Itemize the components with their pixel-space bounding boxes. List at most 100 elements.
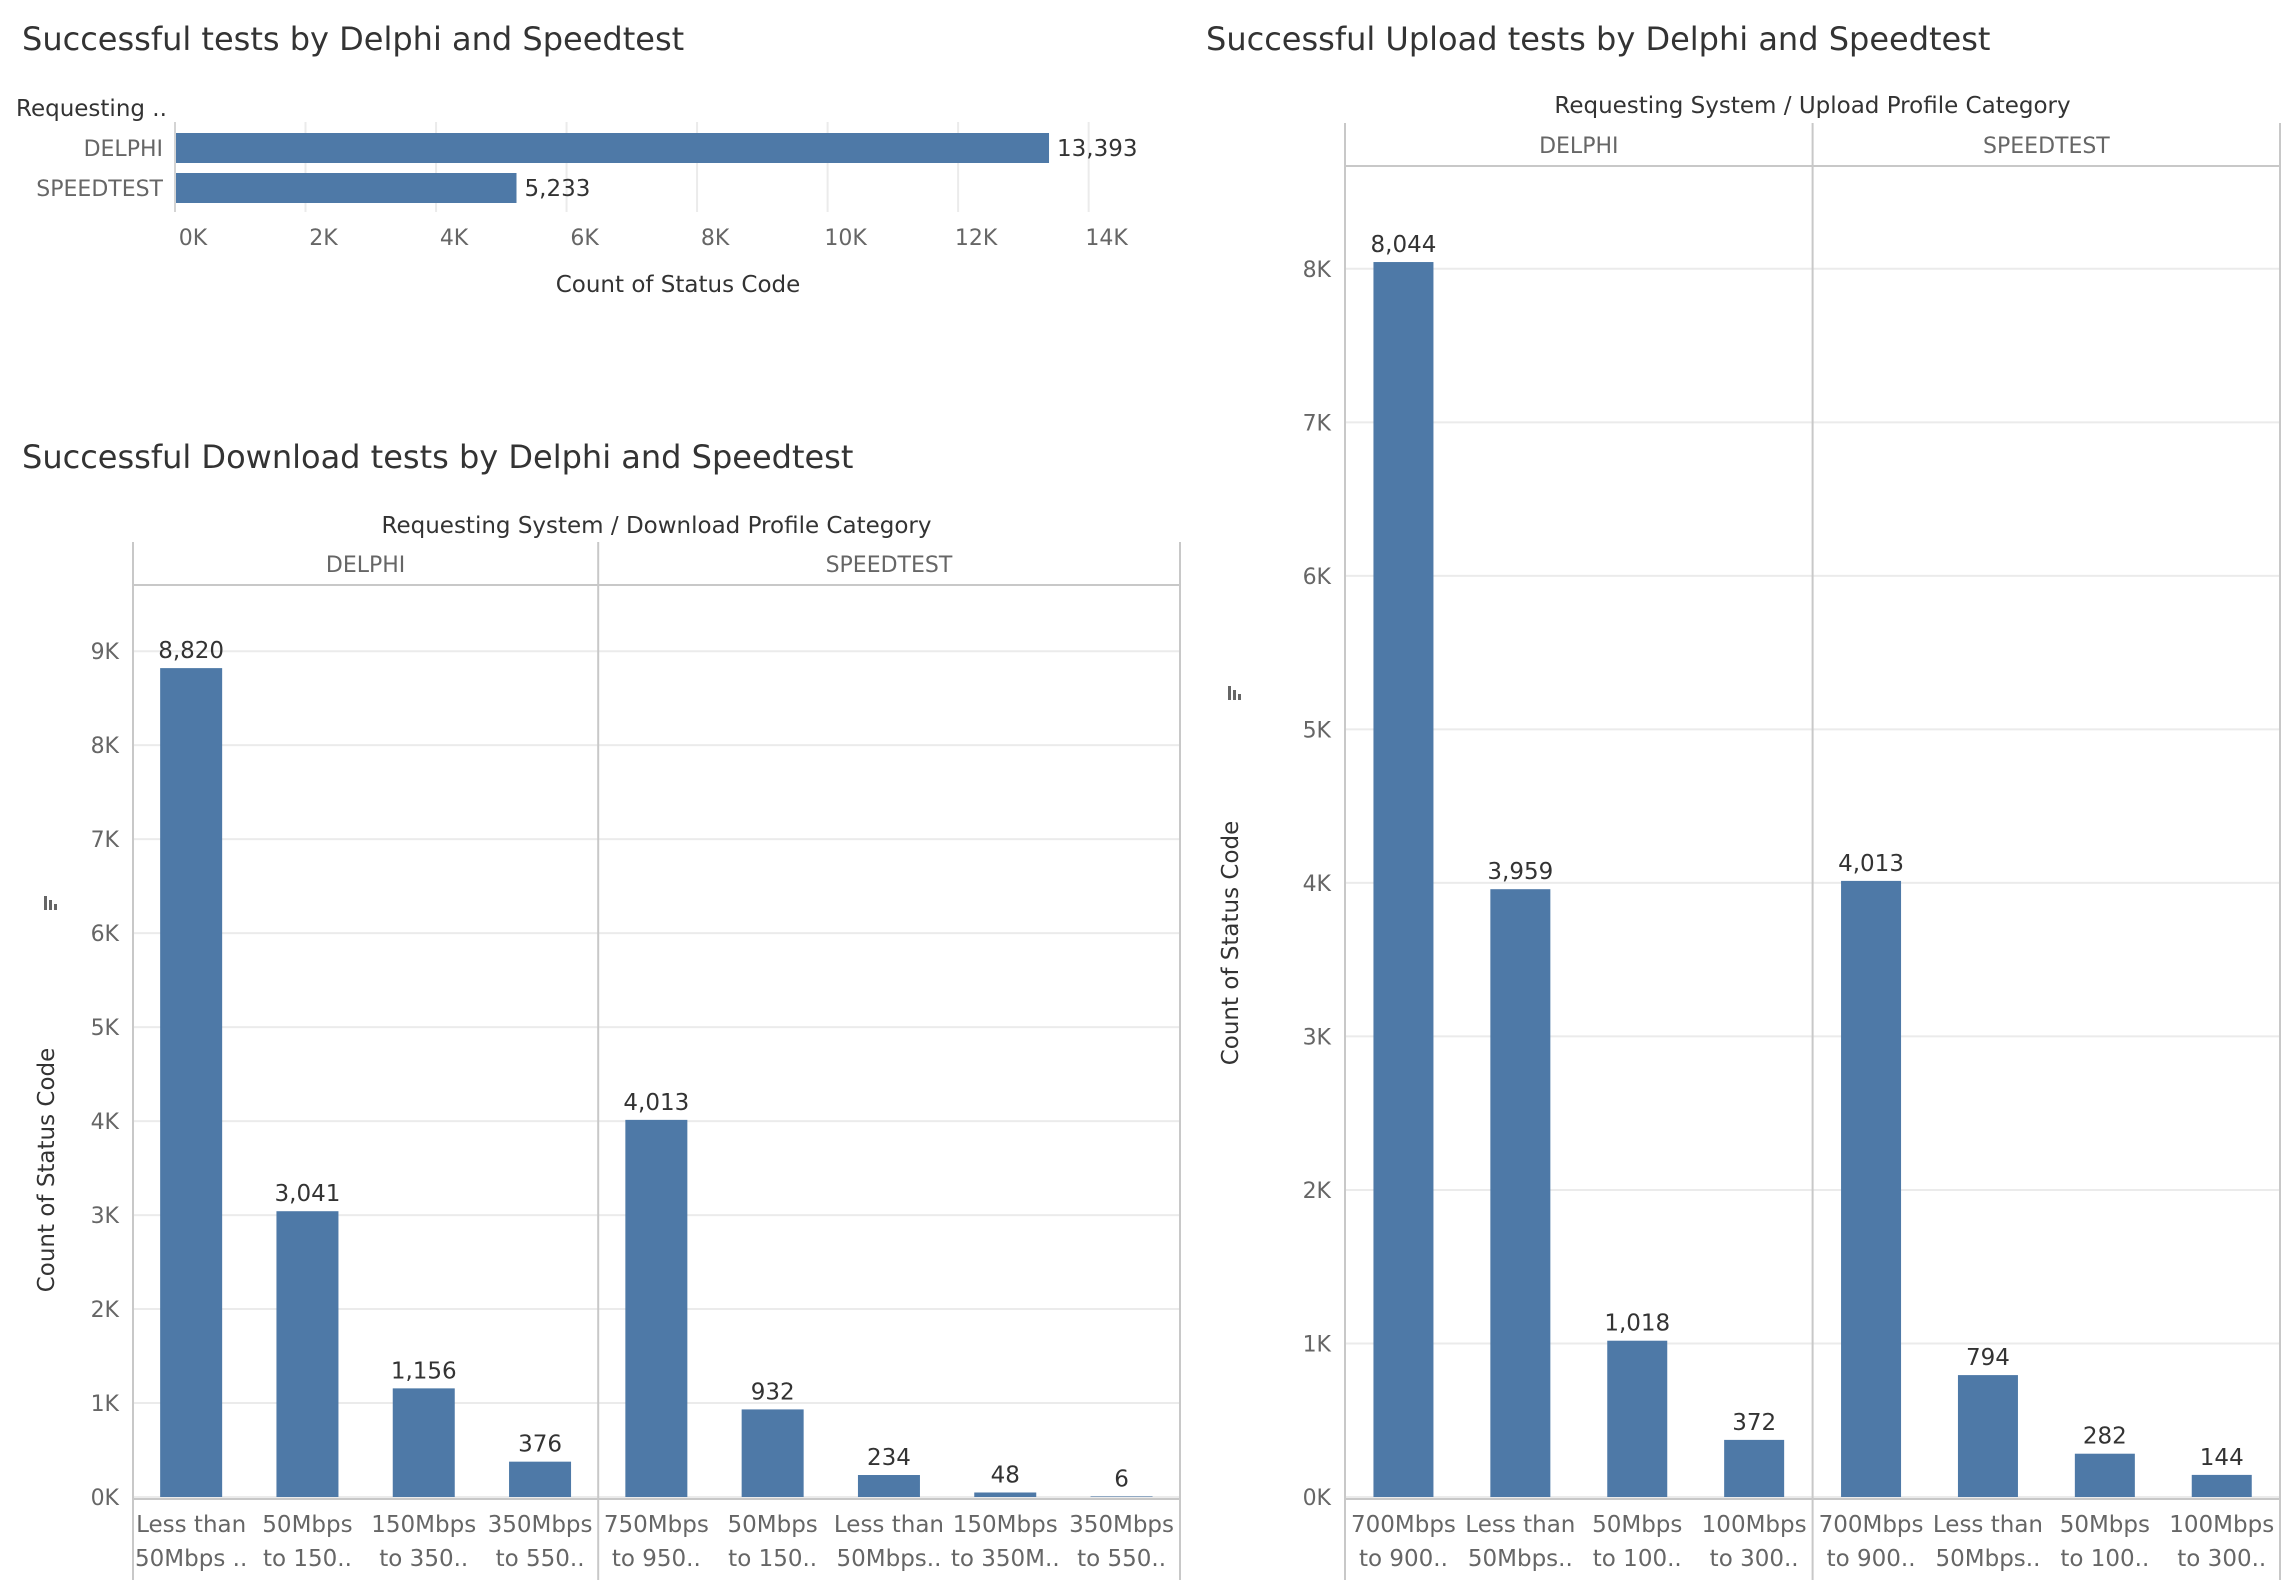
summary-y-axis-label: Requesting .. [16, 96, 167, 122]
download-category-label: to 550.. [1077, 1546, 1166, 1572]
download-bar [741, 1409, 804, 1497]
download-chart-title: Successful Download tests by Delphi and … [22, 438, 854, 476]
download-category-label: 750Mbps [604, 1512, 709, 1538]
download-category-label: to 550.. [496, 1546, 585, 1572]
download-sort-icon [44, 896, 47, 910]
download-category-label: to 150.. [263, 1546, 352, 1572]
download-value-label: 932 [751, 1379, 795, 1405]
upload-value-label: 144 [2200, 1445, 2244, 1471]
upload-y-tick-label: 8K [1303, 258, 1332, 283]
upload-category-label: 50Mbps [2060, 1512, 2150, 1538]
upload-category-label: to 900.. [1827, 1546, 1916, 1572]
upload-panel-label-speedtest: SPEEDTEST [1983, 134, 2110, 159]
download-value-label: 1,156 [391, 1358, 457, 1384]
upload-y-tick-label: 7K [1303, 411, 1332, 436]
summary-x-tick-label: 12K [955, 226, 998, 251]
upload-category-label: 50Mbps.. [1468, 1546, 1573, 1572]
upload-category-label: 700Mbps [1351, 1512, 1456, 1538]
download-y-tick-label: 4K [91, 1110, 120, 1135]
download-category-label: to 950.. [612, 1546, 701, 1572]
upload-category-label: to 100.. [2060, 1546, 2149, 1572]
download-category-label: to 150.. [728, 1546, 817, 1572]
download-value-label: 48 [991, 1462, 1020, 1488]
summary-x-tick-label: 8K [701, 226, 730, 251]
download-bar [160, 668, 223, 1497]
upload-bar [1490, 889, 1551, 1497]
upload-value-label: 4,013 [1838, 851, 1904, 877]
download-category-label: 150Mbps [371, 1512, 476, 1538]
download-value-label: 4,013 [623, 1090, 689, 1116]
download-y-tick-label: 2K [91, 1298, 120, 1323]
download-y-tick-label: 8K [91, 734, 120, 759]
upload-bar [1724, 1439, 1785, 1497]
download-category-label: 50Mbps [262, 1512, 352, 1538]
download-bar [1090, 1496, 1153, 1497]
summary-bar [175, 133, 1050, 163]
upload-value-label: 282 [2083, 1424, 2127, 1450]
summary-chart-title: Successful tests by Delphi and Speedtest [22, 20, 685, 58]
download-panel-label-delphi: DELPHI [326, 553, 405, 578]
download-y-tick-label: 6K [91, 922, 120, 947]
summary-x-axis-label: Count of Status Code [556, 272, 801, 298]
upload-category-label: 100Mbps [1702, 1512, 1807, 1538]
download-bar [392, 1388, 455, 1497]
upload-sort-icon [1238, 694, 1241, 700]
summary-x-tick-label: 4K [440, 226, 469, 251]
upload-facet-header: Requesting System / Upload Profile Categ… [1554, 93, 2070, 119]
upload-category-label: Less than [1933, 1512, 2043, 1538]
upload-category-label: to 900.. [1359, 1546, 1448, 1572]
download-panel-label-speedtest: SPEEDTEST [826, 553, 953, 578]
download-category-label: 150Mbps [953, 1512, 1058, 1538]
download-sort-icon [49, 900, 52, 910]
download-sort-icon [54, 904, 57, 910]
download-y-tick-label: 9K [91, 640, 120, 665]
upload-bar [1607, 1340, 1668, 1497]
upload-bar [1373, 262, 1434, 1498]
upload-category-label: to 100.. [1593, 1546, 1682, 1572]
download-y-tick-label: 3K [91, 1204, 120, 1229]
download-bar [625, 1119, 688, 1497]
summary-x-tick-label: 14K [1085, 226, 1128, 251]
upload-category-label: 50Mbps.. [1935, 1546, 2040, 1572]
summary-value-label: 5,233 [525, 176, 591, 202]
upload-chart-title: Successful Upload tests by Delphi and Sp… [1206, 20, 1991, 58]
download-category-label: 350Mbps [1069, 1512, 1174, 1538]
summary-x-tick-label: 0K [179, 226, 208, 251]
download-bar [857, 1475, 920, 1497]
download-category-label: 350Mbps [488, 1512, 593, 1538]
upload-y-axis-label: Count of Status Code [1218, 821, 1244, 1066]
download-bar [509, 1461, 572, 1497]
upload-value-label: 372 [1732, 1410, 1776, 1436]
summary-x-tick-label: 2K [309, 226, 338, 251]
download-y-tick-label: 1K [91, 1392, 120, 1417]
upload-bar [2074, 1453, 2135, 1497]
upload-y-tick-label: 5K [1303, 718, 1332, 743]
upload-value-label: 8,044 [1371, 232, 1437, 258]
upload-sort-icon [1228, 686, 1231, 700]
download-category-label: Less than [834, 1512, 944, 1538]
upload-y-tick-label: 0K [1303, 1486, 1332, 1511]
download-category-label: Less than [136, 1512, 246, 1538]
download-value-label: 234 [867, 1445, 911, 1471]
summary-value-label: 13,393 [1057, 136, 1137, 162]
upload-category-label: to 300.. [1710, 1546, 1799, 1572]
download-category-label: 50Mbps [728, 1512, 818, 1538]
upload-y-tick-label: 6K [1303, 565, 1332, 590]
upload-bar [1957, 1375, 2018, 1497]
download-category-label: to 350.. [379, 1546, 468, 1572]
download-value-label: 3,041 [275, 1181, 341, 1207]
upload-bar [1841, 880, 1902, 1497]
upload-bar [2191, 1474, 2252, 1497]
download-category-label: to 350M.. [951, 1546, 1060, 1572]
upload-y-tick-label: 4K [1303, 872, 1332, 897]
upload-sort-icon [1233, 690, 1236, 700]
summary-x-tick-label: 6K [570, 226, 599, 251]
download-value-label: 6 [1114, 1466, 1129, 1492]
download-category-label: 50Mbps .. [135, 1546, 247, 1572]
upload-category-label: to 300.. [2177, 1546, 2266, 1572]
download-y-tick-label: 7K [91, 828, 120, 853]
upload-value-label: 794 [1966, 1345, 2010, 1371]
upload-category-label: Less than [1465, 1512, 1575, 1538]
